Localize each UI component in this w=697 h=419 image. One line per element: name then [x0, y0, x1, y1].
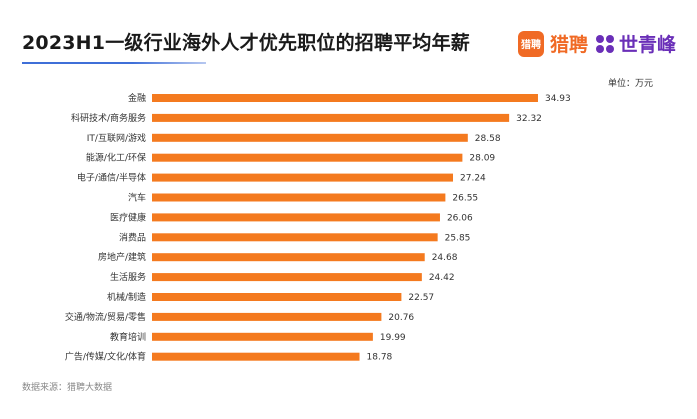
- liepin-brand-name: 猎聘: [550, 34, 589, 56]
- bar: [152, 173, 454, 182]
- category-label: 科研技术/商务服务: [71, 112, 146, 124]
- value-label: 26.55: [452, 194, 478, 204]
- bar: [152, 213, 440, 222]
- value-label: 25.85: [445, 233, 471, 243]
- category-label: 消费品: [119, 231, 146, 243]
- bar: [152, 293, 402, 301]
- value-label: 18.78: [367, 353, 393, 363]
- category-label: 房地产/建筑: [98, 251, 146, 263]
- bar: [152, 153, 463, 162]
- bar: [152, 312, 382, 321]
- category-label: 能源/化工/环保: [86, 152, 146, 164]
- category-label: 交通/物流/贸易/零售: [65, 311, 146, 323]
- value-label: 27.24: [460, 174, 486, 184]
- partner-brand-name: 世青峰: [619, 34, 677, 56]
- liepin-logo-icon: 猎聘: [518, 30, 544, 57]
- bar: [152, 253, 425, 262]
- value-label: 28.09: [469, 154, 495, 164]
- bar: [152, 94, 538, 102]
- category-label: 教育培训: [110, 331, 146, 343]
- category-label: 汽车: [128, 192, 146, 204]
- unit-label: 单位：万元: [607, 79, 653, 89]
- value-label: 22.57: [408, 293, 434, 303]
- bar: [152, 133, 468, 142]
- value-label: 32.32: [516, 114, 542, 124]
- value-label: 28.58: [475, 134, 501, 144]
- bar: [152, 332, 373, 341]
- value-label: 19.99: [380, 333, 406, 343]
- category-label: 广告/传媒/文化/体育: [65, 351, 146, 363]
- value-label: 20.76: [388, 313, 414, 323]
- data-source: 数据来源：猎聘大数据: [22, 383, 113, 393]
- category-label: 生活服务: [110, 271, 146, 283]
- bar: [152, 113, 510, 122]
- bar: [152, 273, 422, 282]
- brand-logos: 猎聘 猎聘 世青峰: [518, 30, 676, 57]
- value-label: 34.93: [545, 94, 571, 104]
- value-label: 26.06: [447, 213, 473, 223]
- chart-title: 2023H1一级行业海外人才优先职位的招聘平均年薪: [22, 32, 471, 54]
- category-label: 医疗健康: [110, 211, 146, 223]
- value-label: 24.42: [429, 273, 455, 283]
- partner-logo-icon: [596, 34, 615, 53]
- category-label: 金融: [128, 92, 146, 104]
- bar: [152, 233, 438, 242]
- category-label: IT/互联网/游戏: [87, 132, 146, 144]
- category-label: 电子/通信/半导体: [77, 172, 146, 184]
- bar: [152, 193, 446, 202]
- title-underline: [22, 62, 206, 64]
- partner-brand: 世青峰: [596, 30, 676, 57]
- value-label: 24.68: [432, 253, 458, 263]
- bar: [152, 352, 360, 361]
- category-label: 机械/制造: [107, 291, 146, 303]
